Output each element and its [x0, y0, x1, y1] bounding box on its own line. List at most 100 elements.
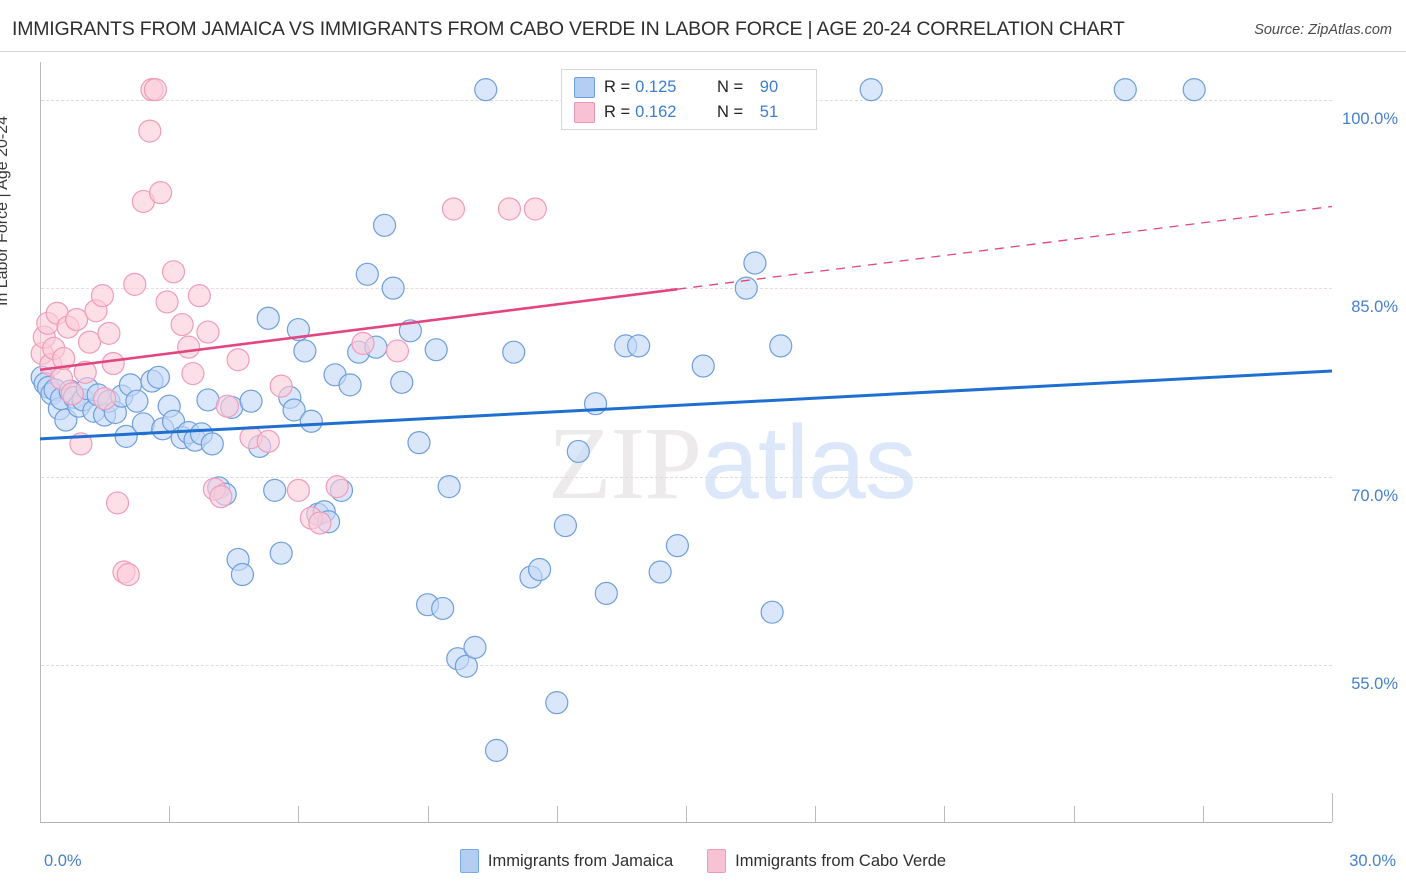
data-point — [691, 354, 715, 378]
data-point — [65, 307, 89, 332]
data-point — [161, 260, 186, 284]
data-point — [474, 78, 498, 102]
page-title: IMMIGRANTS FROM JAMAICA VS IMMIGRANTS FR… — [12, 18, 1125, 40]
data-point — [30, 341, 54, 366]
data-point — [323, 363, 347, 387]
data-point — [1182, 78, 1206, 102]
data-point — [42, 336, 66, 361]
scatter-series-immigrants-from-jamaica — [30, 78, 1206, 763]
x-axis-tick-30 — [1332, 793, 1333, 822]
data-point — [47, 397, 71, 421]
data-point — [92, 387, 117, 411]
x-axis-tick-3 — [169, 806, 171, 822]
stats-swatch-jamaica — [574, 77, 595, 98]
data-point — [282, 398, 306, 422]
data-point — [743, 251, 767, 275]
data-point — [52, 346, 76, 371]
data-point — [431, 596, 455, 621]
y-axis-title: In Labor Force | Age 20-24 — [0, 115, 11, 307]
data-point — [385, 339, 410, 363]
stats-row-jamaica: R = 0.125 N = 90 — [574, 75, 806, 100]
stats-r-value-jamaica: 0.125 — [635, 78, 677, 96]
data-point — [454, 654, 478, 678]
x-axis-tick-21 — [944, 806, 946, 822]
zipatlas-watermark: ZIPatlas — [548, 404, 917, 523]
watermark-zip: ZIP — [548, 406, 702, 521]
data-point — [105, 491, 130, 515]
data-point — [497, 197, 522, 221]
x-axis-tick-6 — [298, 806, 300, 822]
data-point — [523, 197, 547, 221]
data-point — [155, 290, 179, 314]
data-point — [45, 301, 69, 325]
data-point — [73, 360, 97, 384]
data-point — [131, 189, 155, 214]
data-point — [239, 426, 263, 450]
data-point — [161, 409, 186, 433]
x-axis-tick-0 — [40, 793, 41, 822]
data-point — [60, 382, 84, 406]
data-point — [82, 399, 106, 423]
data-point — [347, 340, 371, 364]
x-axis-tick-18 — [815, 806, 817, 822]
data-point — [583, 392, 608, 416]
x-axis-line — [40, 822, 1332, 823]
data-point — [114, 424, 138, 448]
data-point — [215, 394, 239, 418]
data-point — [269, 374, 293, 398]
data-point — [39, 353, 63, 377]
data-point — [207, 476, 231, 500]
data-point — [181, 361, 205, 386]
legend-label-cabo-verde: Immigrants from Cabo Verde — [735, 851, 947, 870]
y-axis-label-85: 85.0% — [1351, 298, 1398, 317]
stats-n-label-cabo-verde: N = — [717, 103, 744, 121]
data-point — [416, 593, 440, 617]
data-point — [446, 647, 470, 671]
data-point — [665, 534, 689, 558]
stats-r-jamaica: R = 0.125 — [604, 78, 708, 97]
data-point — [143, 78, 168, 102]
data-point — [226, 348, 250, 372]
data-point — [859, 78, 883, 102]
data-point — [103, 400, 127, 425]
data-point — [407, 431, 431, 455]
data-point — [220, 395, 244, 420]
data-point — [58, 379, 82, 403]
data-point — [769, 334, 793, 358]
series-legend: Immigrants from Jamaica Immigrants from … — [0, 849, 1406, 873]
trendline-cabo-verde-solid — [39, 287, 678, 372]
data-point — [299, 506, 323, 530]
data-point — [286, 478, 310, 502]
correlation-stats-box: R = 0.125 N = 90 R = 0.162 N = 51 — [561, 69, 817, 130]
data-point — [183, 428, 207, 452]
data-point — [437, 475, 461, 499]
legend-label-jamaica: Immigrants from Jamaica — [487, 851, 674, 870]
legend-item-cabo-verde[interactable]: Immigrants from Cabo Verde — [707, 849, 946, 873]
data-point — [226, 547, 250, 572]
data-point — [355, 262, 379, 286]
data-point — [176, 420, 201, 445]
data-point — [131, 412, 155, 436]
data-point — [263, 478, 287, 502]
stats-r-label-cabo-verde: R = — [604, 103, 631, 121]
data-point — [278, 385, 302, 409]
data-point — [77, 330, 102, 354]
data-point — [269, 541, 293, 565]
gridline-85 — [41, 288, 1332, 290]
data-point — [140, 78, 164, 102]
data-point — [248, 434, 272, 458]
data-point — [364, 335, 388, 359]
data-point — [148, 181, 173, 205]
data-point — [176, 335, 201, 359]
stats-n-jamaica: N = 90 — [717, 78, 805, 97]
data-point — [97, 321, 121, 345]
data-point — [463, 635, 487, 659]
data-point — [69, 432, 93, 456]
legend-item-jamaica[interactable]: Immigrants from Jamaica — [459, 849, 674, 873]
x-axis-max-label: 30.0% — [1349, 852, 1396, 870]
data-point — [138, 119, 162, 143]
data-point — [84, 299, 108, 323]
data-point — [351, 331, 375, 355]
data-point — [75, 377, 99, 401]
